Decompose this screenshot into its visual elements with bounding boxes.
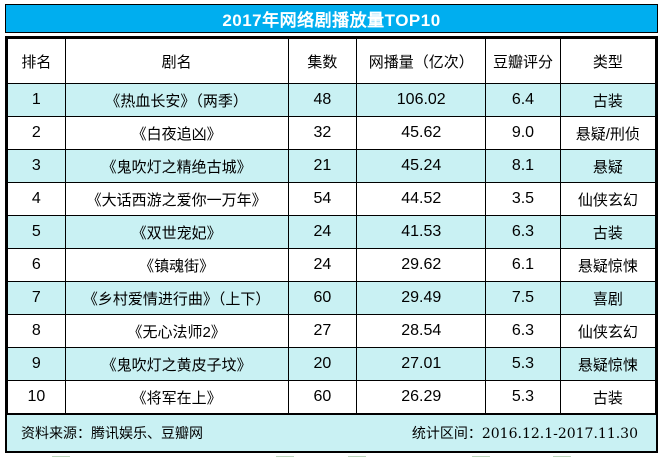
cell-drama-title: 《鬼吹灯之精绝古城》 [64,149,289,183]
cell-episodes: 32 [287,116,358,150]
cell-drama-title: 《双世宠妃》 [64,215,289,249]
cell-drama-title: 《热血长安》（两季） [64,83,289,117]
cell-plays: 29.62 [356,248,487,282]
title-bar: 2017年网络剧播放量TOP10 [5,4,658,33]
cell-plays: 41.53 [356,215,487,249]
table-row: 10 《将军在上》 60 26.29 5.3 古装 [7,380,657,414]
table-row: 4 《大话西游之爱你一万年》 54 44.52 3.5 仙侠玄幻 [7,182,657,216]
table-row: 9 《鬼吹灯之黄皮子坟》 20 27.01 5.3 悬疑惊悚 [7,347,657,381]
cell-episodes: 24 [287,248,358,282]
cell-rank: 1 [7,83,66,117]
cell-rating: 5.3 [485,347,561,381]
cell-genre: 古装 [559,215,657,249]
cell-drama-title: 《大话西游之爱你一万年》 [64,182,289,216]
cell-drama-title: 《乡村爱情进行曲》（上下） [64,281,289,315]
cell-rank: 8 [7,314,66,348]
cell-episodes: 27 [287,314,358,348]
cell-drama-title: 《镇魂街》 [64,248,289,282]
cell-episodes: 20 [287,347,358,381]
col-header-episodes: 集数 [287,38,358,84]
cell-episodes: 21 [287,149,358,183]
table-row: 5 《双世宠妃》 24 41.53 6.3 古装 [7,215,657,249]
cell-genre: 悬疑/刑侦 [559,116,657,150]
data-source-label: 资料来源：腾讯娱乐、豆瓣网 [21,426,203,442]
cell-episodes: 60 [287,380,358,414]
cell-plays: 29.49 [356,281,487,315]
cell-genre: 悬疑惊悚 [559,347,657,381]
cell-rank: 7 [7,281,66,315]
cell-drama-title: 《无心法师2》 [64,314,289,348]
cell-rank: 9 [7,347,66,381]
footer-bar: 资料来源：腾讯娱乐、豆瓣网 统计区间：2016.12.1-2017.11.30 [7,414,656,451]
cell-rating: 3.5 [485,182,561,216]
cell-plays: 28.54 [356,314,487,348]
cell-rank: 6 [7,248,66,282]
cell-plays: 26.29 [356,380,487,414]
table-row: 8 《无心法师2》 27 28.54 6.3 仙侠玄幻 [7,314,657,348]
cell-rating: 9.0 [485,116,561,150]
col-header-rating: 豆瓣评分 [485,38,561,84]
cell-drama-title: 《鬼吹灯之黄皮子坟》 [64,347,289,381]
cell-rating: 6.4 [485,83,561,117]
cell-genre: 仙侠玄幻 [559,182,657,216]
cell-genre: 悬疑 [559,149,657,183]
cell-rating: 6.3 [485,314,561,348]
cell-drama-title: 《白夜追凶》 [64,116,289,150]
ranking-table: 排名 剧名 集数 网播量（亿次） 豆瓣评分 类型 1 《热血长安》（两季） 48… [7,38,657,414]
cell-rating: 7.5 [485,281,561,315]
cell-plays: 45.24 [356,149,487,183]
cell-rating: 5.3 [485,380,561,414]
col-header-rank: 排名 [7,38,66,84]
cell-episodes: 60 [287,281,358,315]
cell-genre: 悬疑惊悚 [559,248,657,282]
ranking-table-frame: 排名 剧名 集数 网播量（亿次） 豆瓣评分 类型 1 《热血长安》（两季） 48… [5,36,658,453]
header-row: 排名 剧名 集数 网播量（亿次） 豆瓣评分 类型 [7,38,657,84]
table-row: 6 《镇魂街》 24 29.62 6.1 悬疑惊悚 [7,248,657,282]
cell-genre: 古装 [559,380,657,414]
page-title: 2017年网络剧播放量TOP10 [222,11,441,30]
cell-rank: 5 [7,215,66,249]
table-row: 7 《乡村爱情进行曲》（上下） 60 29.49 7.5 喜剧 [7,281,657,315]
table-row: 1 《热血长安》（两季） 48 106.02 6.4 古装 [7,83,657,117]
cell-rank: 2 [7,116,66,150]
cell-plays: 44.52 [356,182,487,216]
cell-episodes: 54 [287,182,358,216]
col-header-drama: 剧名 [64,38,289,84]
cell-rank: 3 [7,149,66,183]
cell-plays: 27.01 [356,347,487,381]
cell-rating: 6.3 [485,215,561,249]
cell-genre: 喜剧 [559,281,657,315]
col-header-genre: 类型 [559,38,657,84]
cell-plays: 45.62 [356,116,487,150]
cell-episodes: 24 [287,215,358,249]
stat-period-label: 统计区间：2016.12.1-2017.11.30 [411,426,638,442]
cell-genre: 古装 [559,83,657,117]
cell-genre: 仙侠玄幻 [559,314,657,348]
cell-rank: 4 [7,182,66,216]
cell-rank: 10 [7,380,66,414]
cell-plays: 106.02 [356,83,487,117]
col-header-plays: 网播量（亿次） [356,38,487,84]
cell-drama-title: 《将军在上》 [64,380,289,414]
cell-rating: 6.1 [485,248,561,282]
cell-rating: 8.1 [485,149,561,183]
table-row: 3 《鬼吹灯之精绝古城》 21 45.24 8.1 悬疑 [7,149,657,183]
cell-episodes: 48 [287,83,358,117]
table-row: 2 《白夜追凶》 32 45.62 9.0 悬疑/刑侦 [7,116,657,150]
